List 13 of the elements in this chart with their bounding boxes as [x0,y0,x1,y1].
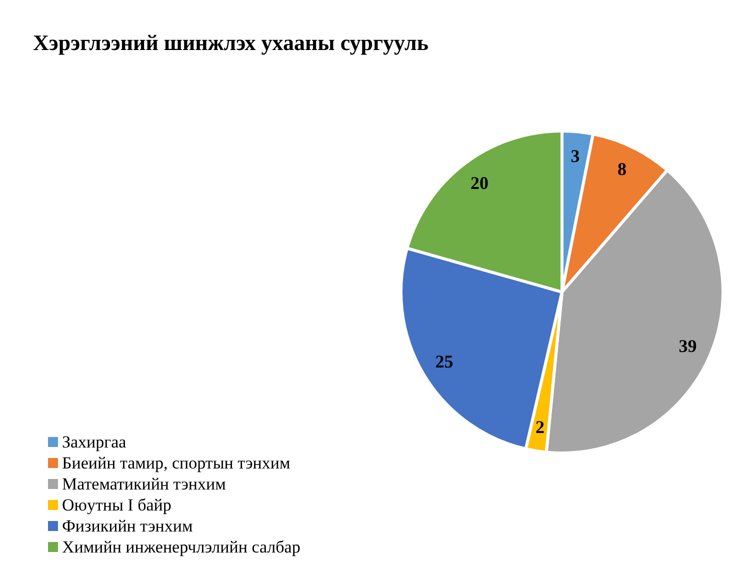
data-label: 39 [678,336,697,356]
data-label: 25 [435,352,454,372]
data-label: 20 [470,172,488,193]
legend-label: Физикийн тэнхим [62,516,193,536]
data-label: 2 [535,417,544,438]
legend-label: Химийн инженерчлэлийн салбар [62,538,300,556]
chart-title: Хэрэглээний шинжлэх ухааны сургууль [33,30,429,55]
legend-label: Биеийн тамир, спортын тэнхим [62,454,290,472]
legend-label: Захиргаа [62,432,127,452]
data-label: 3 [570,146,580,166]
legend-label: Математикийн тэнхим [62,474,226,494]
legend-label: Оюутны I байр [62,496,172,514]
data-label: 8 [617,158,626,179]
